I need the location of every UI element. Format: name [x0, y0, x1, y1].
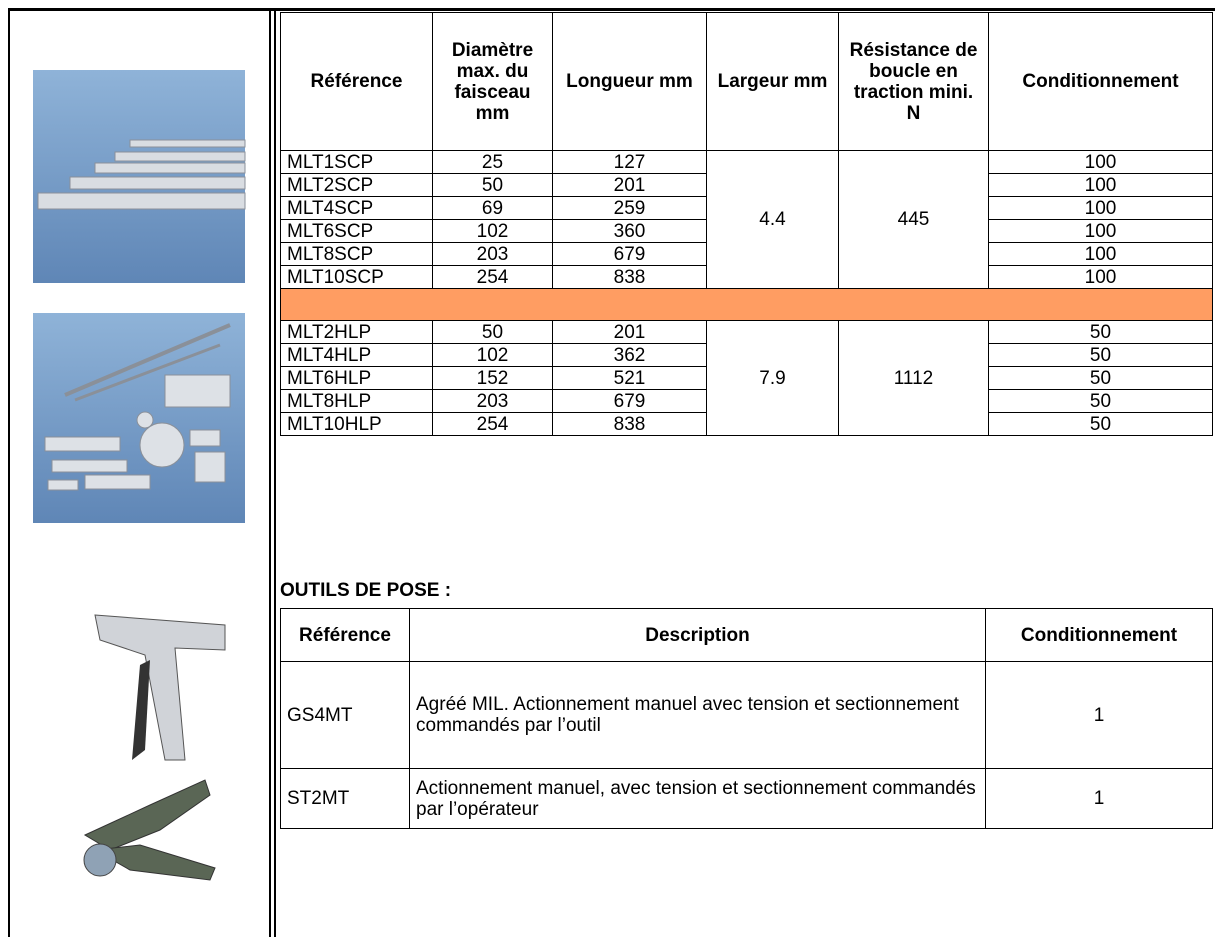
reference-cell: GS4MT — [280, 661, 410, 769]
diameter-cell: 102 — [432, 343, 553, 367]
left-rule — [8, 8, 10, 937]
packaging-cell: 100 — [988, 150, 1213, 174]
strength-cell: 445 — [838, 150, 989, 289]
column-header: Longueur mm — [552, 12, 707, 151]
data-row: MLT6HLP 152 521 50 — [280, 366, 1213, 390]
tool-row: GS4MT Agréé MIL. Actionnement manuel avec… — [280, 661, 1213, 769]
data-row: MLT2HLP 50 201 7.9 1112 50 — [280, 320, 1213, 436]
length-cell: 679 — [552, 242, 707, 266]
column-header: Référence — [280, 608, 410, 662]
product-images — [33, 70, 246, 881]
diameter-cell: 203 — [432, 389, 553, 413]
length-cell: 259 — [552, 196, 707, 220]
column-header: Référence — [280, 12, 433, 151]
length-cell: 201 — [552, 320, 707, 344]
packaging-cell: 100 — [988, 196, 1213, 220]
packaging-cell: 100 — [988, 219, 1213, 243]
reference-cell: MLT4HLP — [280, 343, 433, 367]
data-row: MLT10SCP 254 838 100 — [280, 265, 1213, 289]
diameter-cell: 152 — [432, 366, 553, 390]
reference-cell: MLT6HLP — [280, 366, 433, 390]
product-table: Référence Diamètre max. du faisceau mm Lon… — [280, 12, 1213, 436]
diameter-cell: 203 — [432, 242, 553, 266]
data-row: MLT8SCP 203 679 100 — [280, 242, 1213, 266]
divider — [269, 8, 271, 937]
data-row: MLT1SCP 25 127 4.4 445 100 — [280, 150, 1213, 289]
reference-cell: MLT10HLP — [280, 412, 433, 436]
reference-cell: MLT1SCP — [280, 150, 433, 174]
reference-cell: MLT2HLP — [280, 320, 433, 344]
packaging-cell: 100 — [988, 265, 1213, 289]
diameter-cell: 254 — [432, 265, 553, 289]
tools-table: Référence Description Conditionnement GS4M… — [280, 608, 1213, 829]
length-cell: 838 — [552, 412, 707, 436]
top-rule — [8, 8, 1215, 11]
tool-row: ST2MT Actionnement manuel, avec tension e… — [280, 768, 1213, 829]
diameter-cell: 50 — [432, 320, 553, 344]
length-cell: 362 — [552, 343, 707, 367]
packaging-cell: 50 — [988, 412, 1213, 436]
length-cell: 679 — [552, 389, 707, 413]
description-cell: Actionnement manuel, avec tension et sec… — [409, 768, 986, 829]
column-header: Diamètre max. du faisceau mm — [432, 12, 553, 151]
diameter-cell: 102 — [432, 219, 553, 243]
data-row: MLT6SCP 102 360 100 — [280, 219, 1213, 243]
length-cell: 201 — [552, 173, 707, 197]
separator-cell — [280, 288, 1213, 321]
packaging-cell: 50 — [988, 320, 1213, 344]
section-heading: OUTILS DE POSE : — [280, 580, 452, 601]
length-cell: 521 — [552, 366, 707, 390]
description-cell: Agréé MIL. Actionnement manuel avec tens… — [409, 661, 986, 769]
reference-cell: MLT10SCP — [280, 265, 433, 289]
packaging-cell: 100 — [988, 242, 1213, 266]
data-row: MLT2SCP 50 201 100 — [280, 173, 1213, 197]
data-row: MLT10HLP 254 838 50 — [280, 412, 1213, 436]
packaging-cell: 1 — [985, 661, 1213, 769]
reference-cell: ST2MT — [280, 768, 410, 829]
packaging-cell: 50 — [988, 343, 1213, 367]
column-header: Conditionnement — [985, 608, 1213, 662]
width-cell: 4.4 — [706, 150, 839, 289]
length-cell: 360 — [552, 219, 707, 243]
column-header: Résistance de boucle en traction mini. N — [838, 12, 989, 151]
packaging-cell: 1 — [985, 768, 1213, 829]
column-header: Conditionnement — [988, 12, 1213, 151]
diameter-cell: 50 — [432, 173, 553, 197]
packaging-cell: 100 — [988, 173, 1213, 197]
packaging-cell: 50 — [988, 366, 1213, 390]
length-cell: 127 — [552, 150, 707, 174]
reference-cell: MLT4SCP — [280, 196, 433, 220]
divider — [274, 8, 276, 937]
strength-cell: 1112 — [838, 320, 989, 436]
reference-cell: MLT8SCP — [280, 242, 433, 266]
width-cell: 7.9 — [706, 320, 839, 436]
length-cell: 838 — [552, 265, 707, 289]
reference-cell: MLT2SCP — [280, 173, 433, 197]
data-row: MLT4SCP 69 259 100 — [280, 196, 1213, 220]
column-header: Largeur mm — [706, 12, 839, 151]
diameter-cell: 25 — [432, 150, 553, 174]
diameter-cell: 254 — [432, 412, 553, 436]
separator-row — [280, 288, 1213, 321]
reference-cell: MLT6SCP — [280, 219, 433, 243]
column-header: Description — [409, 608, 986, 662]
packaging-cell: 50 — [988, 389, 1213, 413]
diameter-cell: 69 — [432, 196, 553, 220]
reference-cell: MLT8HLP — [280, 389, 433, 413]
